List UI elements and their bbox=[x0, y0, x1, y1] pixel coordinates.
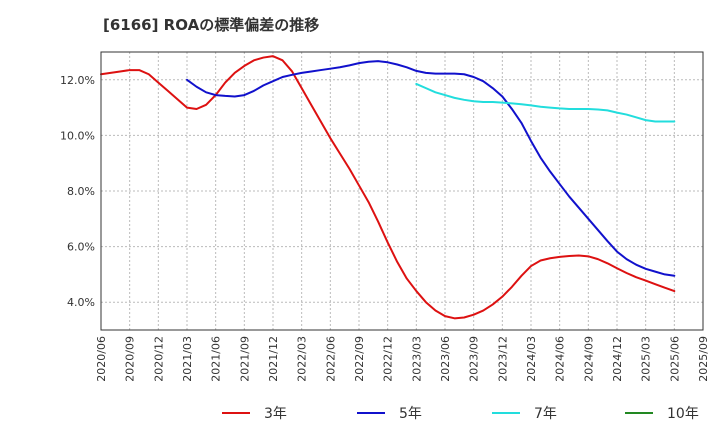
series-line-0 bbox=[100, 55, 676, 320]
x-tick-label: 2025/03 bbox=[640, 336, 653, 382]
y-tick-label: 6.0% bbox=[67, 241, 95, 254]
x-tick-label: 2020/06 bbox=[95, 336, 108, 382]
x-tick-label: 2024/09 bbox=[582, 336, 595, 382]
y-axis: 4.0% 6.0% 8.0% 10.0% 12.0% bbox=[60, 74, 95, 309]
x-tick-label: 2022/06 bbox=[324, 336, 337, 382]
x-tick-label: 2021/09 bbox=[238, 336, 251, 382]
chart-title: [6166] ROAの標準偏差の推移 bbox=[103, 16, 319, 34]
x-tick-label: 2023/12 bbox=[496, 336, 509, 382]
x-tick-label: 2022/03 bbox=[296, 336, 309, 382]
legend-label-3: 10年 bbox=[667, 406, 699, 422]
x-tick-label: 2021/03 bbox=[181, 336, 194, 382]
x-tick-label: 2023/06 bbox=[439, 336, 452, 382]
x-tick-label: 2023/03 bbox=[410, 336, 423, 382]
y-tick-label: 12.0% bbox=[60, 74, 95, 87]
x-tick-label: 2022/12 bbox=[382, 336, 395, 382]
legend: 3年 5年 7年 10年 bbox=[222, 406, 699, 422]
x-tick-label: 2024/03 bbox=[525, 336, 538, 382]
series-line-2 bbox=[415, 82, 676, 123]
x-tick-label: 2021/06 bbox=[210, 336, 223, 382]
x-tick-label: 2025/06 bbox=[668, 336, 681, 382]
plot-frame bbox=[100, 51, 704, 331]
x-axis: 2020/06 2020/09 2020/12 2021/03 2021/06 2021/… bbox=[95, 336, 710, 382]
y-tick-label: 8.0% bbox=[67, 185, 95, 198]
legend-label-0: 3年 bbox=[264, 406, 287, 422]
x-tick-label: 2020/09 bbox=[124, 336, 137, 382]
grid bbox=[100, 52, 704, 330]
x-tick-label: 2023/09 bbox=[468, 336, 481, 382]
series-line-1 bbox=[186, 60, 676, 277]
legend-label-2: 7年 bbox=[534, 406, 557, 422]
series-group bbox=[100, 55, 676, 320]
legend-label-1: 5年 bbox=[399, 406, 422, 422]
y-tick-label: 10.0% bbox=[60, 129, 95, 142]
x-tick-label: 2025/09 bbox=[697, 336, 710, 382]
x-tick-label: 2021/12 bbox=[267, 336, 280, 382]
x-tick-label: 2024/06 bbox=[554, 336, 567, 382]
y-tick-label: 4.0% bbox=[67, 296, 95, 309]
x-tick-label: 2024/12 bbox=[611, 336, 624, 382]
x-tick-label: 2020/12 bbox=[152, 336, 165, 382]
x-tick-label: 2022/09 bbox=[353, 336, 366, 382]
